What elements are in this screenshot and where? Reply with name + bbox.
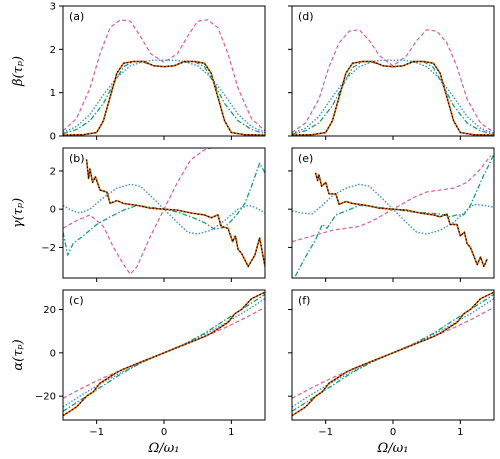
- panel-label: (f): [298, 294, 310, 307]
- y-tick-label: 0: [50, 348, 56, 359]
- y-tick-label: 2: [50, 45, 56, 56]
- panel-frame: [62, 289, 266, 421]
- series-line-c-0: [63, 291, 265, 417]
- x-tick-label: 0: [390, 427, 396, 438]
- panel-label: (b): [69, 152, 85, 165]
- series-line-d-3: [292, 59, 494, 135]
- series-line-e-2: [294, 153, 494, 277]
- x-tick-label: 1: [228, 427, 234, 438]
- panel-frame: [291, 5, 495, 137]
- series-line-a-0: [63, 60, 265, 136]
- x-tick-label: −1: [318, 427, 333, 438]
- series-line-c-1: [63, 291, 265, 417]
- series-line-d-4: [292, 29, 494, 134]
- panel-frame: [291, 289, 495, 421]
- series-line-f-1: [292, 291, 494, 417]
- y-tick-label: 1: [50, 88, 56, 99]
- x-tick-label: 1: [457, 427, 463, 438]
- series-line-f-3: [292, 298, 494, 408]
- panel-label: (d): [298, 10, 314, 23]
- series-line-b-4: [63, 148, 214, 275]
- panel-frame: [62, 147, 266, 279]
- y-axis-title: γ(τₚ): [11, 198, 26, 228]
- series-line-a-3: [63, 59, 265, 134]
- x-axis-title: Ω/ω₁: [148, 441, 180, 456]
- series-line-a-2: [63, 60, 265, 135]
- x-axis-title: Ω/ω₁: [377, 441, 409, 456]
- y-tick-label: 0: [50, 132, 56, 143]
- y-tick-label: 0: [50, 205, 56, 216]
- series-line-a-4: [63, 19, 265, 132]
- y-tick-label: −2: [41, 243, 56, 254]
- series-line-e-0: [314, 172, 489, 268]
- series-line-d-2: [292, 60, 494, 135]
- panel-label: (c): [69, 294, 84, 307]
- series-line-a-1: [63, 60, 265, 136]
- series-line-e-1: [314, 172, 488, 268]
- panel-label: (a): [69, 10, 84, 23]
- panel-frame: [291, 147, 495, 279]
- panel-label: (e): [298, 152, 313, 165]
- y-tick-label: 3: [50, 2, 56, 13]
- x-tick-label: 0: [161, 427, 167, 438]
- y-tick-label: 20: [43, 305, 56, 316]
- series-line-f-0: [292, 291, 494, 417]
- series-line-d-0: [292, 60, 494, 136]
- series-line-c-3: [63, 298, 265, 408]
- series-line-b-1: [85, 159, 265, 268]
- series-line-b-2: [63, 162, 265, 256]
- series-line-b-3: [63, 183, 265, 235]
- series-line-e-4: [292, 155, 492, 243]
- y-axis-title: α(τₚ): [11, 339, 26, 370]
- y-tick-label: −20: [35, 392, 56, 403]
- series-line-d-1: [292, 60, 494, 136]
- y-tick-label: 2: [50, 166, 56, 177]
- x-tick-label: −1: [89, 427, 104, 438]
- y-axis-title: β(τₚ): [11, 56, 26, 87]
